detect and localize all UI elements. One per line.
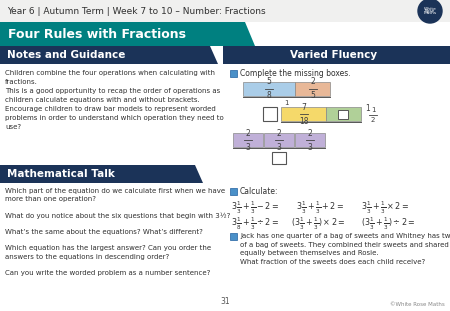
Text: Rose: Rose xyxy=(425,9,435,13)
Text: Complete the missing boxes.: Complete the missing boxes. xyxy=(240,69,351,78)
Bar xyxy=(230,233,237,240)
Text: answers to the equations in descending order?: answers to the equations in descending o… xyxy=(5,253,169,260)
Text: Year 6 | Autumn Term | Week 7 to 10 – Number: Fractions: Year 6 | Autumn Term | Week 7 to 10 – Nu… xyxy=(7,7,265,16)
Text: $(3\frac{1}{3}+\frac{1}{3})\times2=$: $(3\frac{1}{3}+\frac{1}{3})\times2=$ xyxy=(291,216,346,232)
Bar xyxy=(223,46,450,64)
Text: Calculate:: Calculate: xyxy=(240,187,279,196)
Polygon shape xyxy=(0,165,203,183)
Text: Jack has one quarter of a bag of sweets and Whitney has two thirds: Jack has one quarter of a bag of sweets … xyxy=(240,233,450,239)
Text: 2: 2 xyxy=(308,128,312,137)
Text: Encourage children to draw bar models to represent worded: Encourage children to draw bar models to… xyxy=(5,106,216,112)
Text: use?: use? xyxy=(5,124,21,130)
Bar xyxy=(272,152,286,164)
Text: ©White Rose Maths: ©White Rose Maths xyxy=(390,302,445,307)
Text: Which equation has the largest answer? Can you order the: Which equation has the largest answer? C… xyxy=(5,245,211,251)
Text: 1: 1 xyxy=(284,100,289,106)
Text: 2: 2 xyxy=(310,77,315,86)
Text: children calculate equations with and without brackets.: children calculate equations with and wi… xyxy=(5,97,200,103)
Text: What do you notice about the six questions that begin with 3½?: What do you notice about the six questio… xyxy=(5,213,230,219)
Text: Maths: Maths xyxy=(423,11,436,15)
Bar xyxy=(295,82,330,96)
Text: 2: 2 xyxy=(371,118,375,123)
Text: Mathematical Talk: Mathematical Talk xyxy=(7,169,115,179)
Text: 3: 3 xyxy=(246,142,251,151)
Text: equally between themselves and Rosie.: equally between themselves and Rosie. xyxy=(240,250,378,256)
Text: What fraction of the sweets does each child receive?: What fraction of the sweets does each ch… xyxy=(240,258,425,264)
Text: 5: 5 xyxy=(310,91,315,100)
Text: Which part of the equation do we calculate first when we have: Which part of the equation do we calcula… xyxy=(5,188,225,194)
Text: fractions.: fractions. xyxy=(5,79,38,85)
Text: 2: 2 xyxy=(246,128,250,137)
Polygon shape xyxy=(0,22,255,46)
Text: Notes and Guidance: Notes and Guidance xyxy=(7,50,126,60)
Text: 1: 1 xyxy=(365,104,370,113)
Text: 18: 18 xyxy=(299,117,308,126)
Text: problems in order to understand which operation they need to: problems in order to understand which op… xyxy=(5,115,224,121)
Bar xyxy=(230,188,237,195)
Text: 1: 1 xyxy=(371,106,375,113)
Text: 8: 8 xyxy=(266,91,271,100)
Text: $(3\frac{1}{3}+\frac{1}{3})\div2=$: $(3\frac{1}{3}+\frac{1}{3})\div2=$ xyxy=(361,216,416,232)
Bar xyxy=(338,109,348,118)
Text: 3: 3 xyxy=(277,142,281,151)
Polygon shape xyxy=(0,46,218,64)
Bar xyxy=(243,82,295,96)
Bar xyxy=(263,107,277,121)
Text: Four Rules with Fractions: Four Rules with Fractions xyxy=(8,27,186,40)
Bar xyxy=(326,107,361,121)
Circle shape xyxy=(418,0,442,23)
Text: What’s the same about the equations? What’s different?: What’s the same about the equations? Wha… xyxy=(5,229,203,235)
Text: 5: 5 xyxy=(266,77,271,86)
Text: $3\frac{1}{8}+\frac{1}{3}\div2=$: $3\frac{1}{8}+\frac{1}{3}\div2=$ xyxy=(231,216,279,232)
Bar xyxy=(264,133,294,147)
Bar xyxy=(281,107,326,121)
Bar xyxy=(233,133,263,147)
Text: $3\frac{1}{3}+\frac{1}{3}\times2=$: $3\frac{1}{3}+\frac{1}{3}\times2=$ xyxy=(361,200,410,216)
Text: Varied Fluency: Varied Fluency xyxy=(290,50,377,60)
Bar xyxy=(0,0,450,22)
Text: Can you write the worded problem as a number sentence?: Can you write the worded problem as a nu… xyxy=(5,270,211,276)
Text: 2: 2 xyxy=(277,128,281,137)
Text: 3: 3 xyxy=(307,142,312,151)
Text: $3\frac{1}{3}+\frac{1}{3}+2=$: $3\frac{1}{3}+\frac{1}{3}+2=$ xyxy=(296,200,344,216)
Text: of a bag of sweets. They combined their sweets and shared them: of a bag of sweets. They combined their … xyxy=(240,242,450,248)
Text: Children combine the four operations when calculating with: Children combine the four operations whe… xyxy=(5,70,215,76)
Text: 7: 7 xyxy=(301,103,306,112)
Text: This is a good opportunity to recap the order of operations as: This is a good opportunity to recap the … xyxy=(5,88,220,94)
Text: 31: 31 xyxy=(220,297,230,306)
Bar xyxy=(295,133,325,147)
Text: $3\frac{1}{3}+\frac{1}{3}-2=$: $3\frac{1}{3}+\frac{1}{3}-2=$ xyxy=(231,200,279,216)
Text: White: White xyxy=(423,7,436,11)
Bar xyxy=(230,70,237,77)
Text: more than one operation?: more than one operation? xyxy=(5,196,96,202)
